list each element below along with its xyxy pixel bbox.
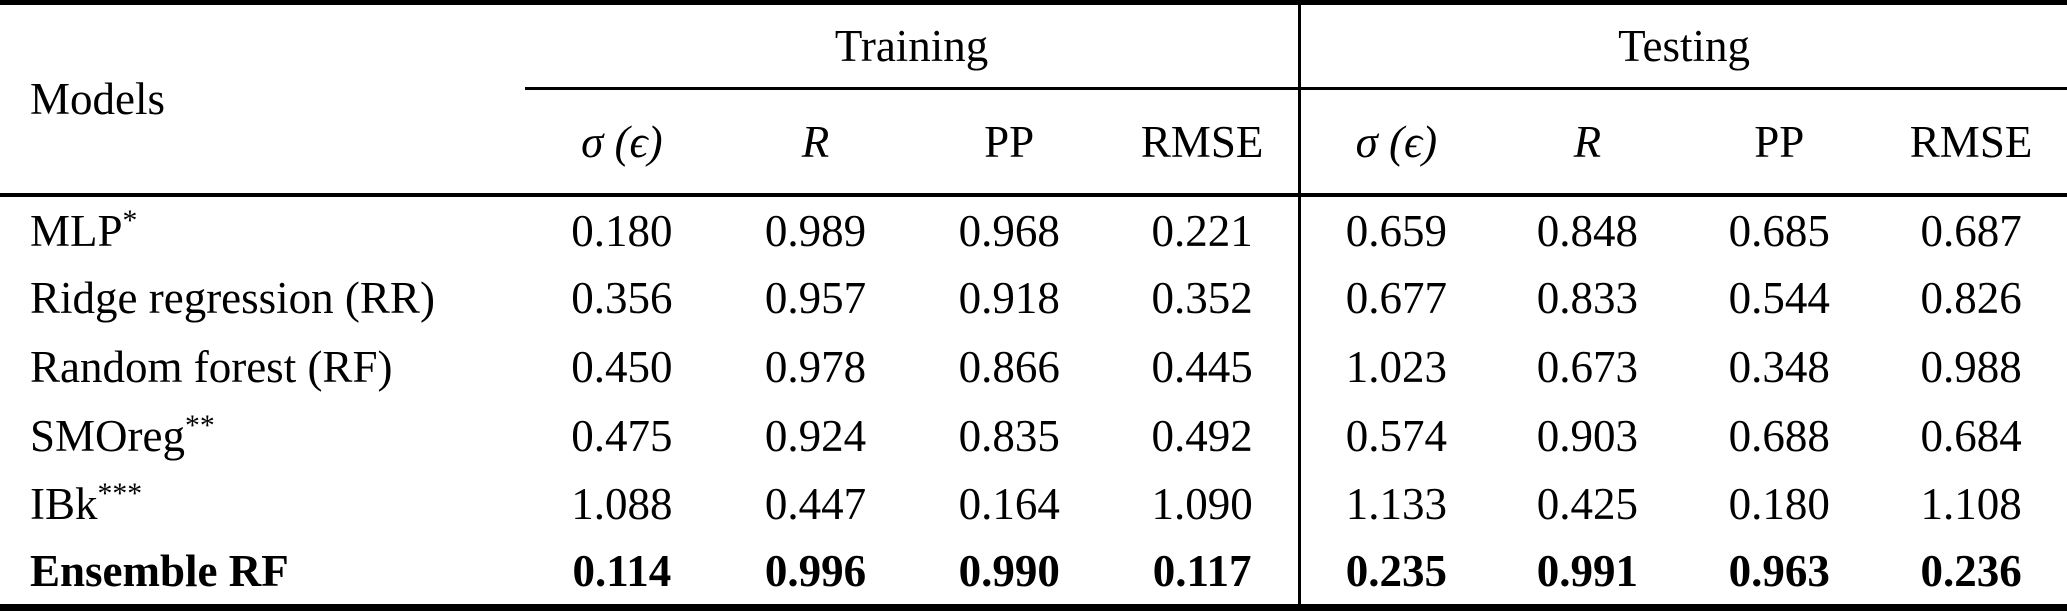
value-cell: 0.835 (958, 410, 1060, 461)
value-cell: 0.989 (764, 205, 867, 256)
column-header-pp-training: PP (912, 88, 1107, 198)
model-name-cell: MLP* (0, 195, 525, 264)
value-cell: 0.659 (1298, 195, 1492, 264)
value-cell: 0.963 (1728, 546, 1830, 597)
value-cell: 0.833 (1536, 273, 1639, 324)
column-header-sigma-eps-training: σ (ϵ) (525, 88, 719, 198)
value-cell: 0.848 (1536, 205, 1639, 256)
value-cell: 1.090 (1151, 479, 1253, 530)
value-cell: 0.221 (1151, 205, 1253, 256)
model-name: IBk (30, 479, 98, 530)
value-cell: 0.236 (1920, 546, 2022, 597)
value-cell: 0.117 (1152, 546, 1252, 597)
value-cell: 0.447 (764, 479, 867, 530)
value-cell: 0.180 (571, 205, 673, 256)
value-cell: 0.475 (571, 410, 673, 461)
column-header-r-testing: R (1491, 88, 1684, 198)
table-row-ensemble-rf: Ensemble RF 0.114 0.996 0.990 0.117 0.23… (0, 538, 2067, 608)
value-cell: 0.348 (1728, 342, 1830, 393)
value-cell: 0.826 (1920, 273, 2022, 324)
column-header-r-training: R (718, 88, 913, 198)
model-name: Random forest (RF) (30, 342, 393, 393)
header-subrow: σ (ϵ) R PP RMSE σ (ϵ) R PP RMSE (0, 88, 2067, 198)
value-cell: 0.677 (1298, 263, 1492, 333)
value-cell: 0.356 (571, 273, 673, 324)
value-cell: 0.996 (764, 546, 867, 597)
value-cell: 0.450 (571, 342, 673, 393)
table-row-ridge-regression: Ridge regression (RR) 0.356 0.957 0.918 … (0, 263, 2067, 333)
table-row-random-forest: Random forest (RF) 0.450 0.978 0.866 0.4… (0, 332, 2067, 402)
value-cell: 0.684 (1920, 410, 2022, 461)
value-cell: 0.957 (764, 273, 867, 324)
header-group-row: Models Training Testing (0, 2, 2067, 198)
column-header-rmse-testing: RMSE (1875, 88, 2067, 198)
column-header-rmse-training: RMSE (1106, 88, 1300, 198)
column-header-pp-testing: PP (1683, 88, 1876, 198)
value-cell: 1.133 (1298, 470, 1492, 539)
value-cell: 0.688 (1728, 410, 1830, 461)
model-footnote-marker: ** (185, 409, 215, 442)
value-cell: 0.544 (1728, 273, 1830, 324)
column-group-testing: Testing (1298, 2, 2067, 91)
value-cell: 0.990 (958, 546, 1060, 597)
model-name: SMOreg (30, 410, 185, 461)
model-footnote-marker: *** (97, 478, 143, 511)
value-cell: 0.903 (1536, 410, 1639, 461)
value-cell: 0.164 (958, 479, 1060, 530)
model-name-cell: Random forest (RF) (0, 333, 525, 402)
model-name: MLP (30, 205, 123, 256)
value-cell: 0.685 (1728, 205, 1830, 256)
value-cell: 1.108 (1920, 479, 2022, 530)
model-name: Ensemble RF (30, 546, 289, 597)
model-footnote-marker: * (122, 204, 138, 237)
value-cell: 0.574 (1298, 401, 1492, 471)
table-row-smoreg: SMOreg** 0.475 0.924 0.835 0.492 0.574 0… (0, 401, 2067, 471)
value-cell: 0.924 (764, 410, 867, 461)
value-cell: 0.978 (764, 342, 867, 393)
value-cell: 0.445 (1151, 342, 1253, 393)
value-cell: 0.988 (1920, 342, 2022, 393)
value-cell: 1.088 (571, 479, 673, 530)
model-name-cell: Ensemble RF (0, 539, 525, 608)
table-row-mlp: MLP* 0.180 0.989 0.968 0.221 0.659 0.848… (0, 195, 2067, 264)
value-cell: 0.673 (1536, 342, 1639, 393)
model-name: Ridge regression (RR) (30, 273, 435, 324)
value-cell: 0.180 (1728, 479, 1830, 530)
value-cell: 1.023 (1298, 332, 1492, 402)
value-cell: 0.968 (958, 205, 1060, 256)
value-cell: 0.114 (572, 546, 672, 597)
value-cell: 0.352 (1151, 273, 1253, 324)
model-name-cell: IBk*** (0, 470, 525, 539)
model-name-cell: SMOreg** (0, 401, 525, 470)
table-row-ibk: IBk*** 1.088 0.447 0.164 1.090 1.133 0.4… (0, 470, 2067, 539)
column-header-sigma-eps-testing: σ (ϵ) (1298, 88, 1492, 198)
value-cell: 0.492 (1151, 410, 1253, 461)
model-name-cell: Ridge regression (RR) (0, 264, 525, 333)
value-cell: 0.991 (1536, 546, 1639, 597)
value-cell: 0.918 (958, 273, 1060, 324)
value-cell: 0.235 (1298, 538, 1492, 608)
column-header-models: Models (0, 2, 526, 198)
column-group-training: Training (525, 2, 1300, 91)
value-cell: 0.866 (958, 342, 1060, 393)
value-cell: 0.687 (1920, 205, 2022, 256)
value-cell: 0.425 (1536, 479, 1639, 530)
